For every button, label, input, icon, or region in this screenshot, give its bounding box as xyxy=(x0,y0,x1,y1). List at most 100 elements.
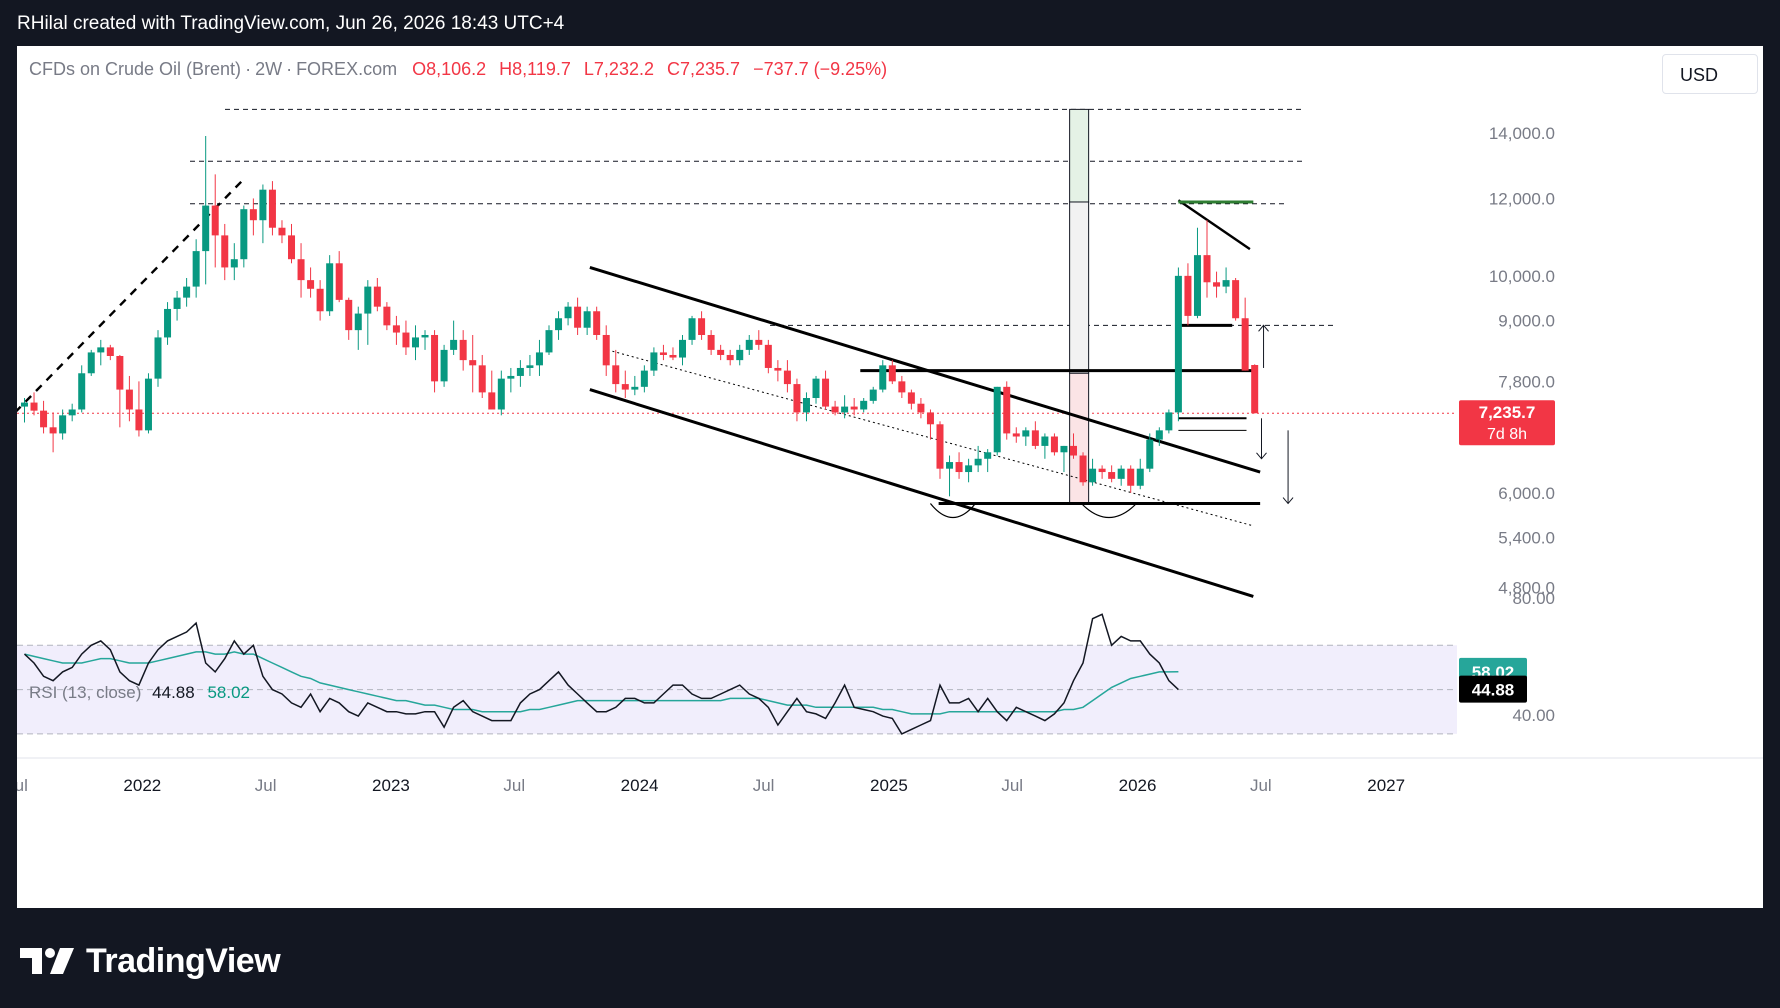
candle-body xyxy=(392,325,400,333)
candle-52 xyxy=(516,360,524,387)
time-axis-tick: Jul xyxy=(1250,776,1272,795)
candle-83 xyxy=(812,375,820,404)
candle-7 xyxy=(87,349,95,376)
candle-69 xyxy=(679,334,687,366)
candle-body xyxy=(841,406,849,413)
candle-body xyxy=(860,400,868,410)
candle-14 xyxy=(154,330,162,387)
candle-27 xyxy=(278,220,286,244)
candle-body xyxy=(802,398,810,413)
high-value: H8,119.7 xyxy=(499,59,571,79)
candle-101 xyxy=(984,449,992,473)
candle-95 xyxy=(926,409,934,440)
candle-body xyxy=(364,286,372,314)
symbol-name[interactable]: CFDs on Crude Oil (Brent) xyxy=(29,59,242,79)
candle-38 xyxy=(383,302,391,331)
candle-128 xyxy=(1241,297,1249,371)
candle-body xyxy=(221,235,229,268)
channel-lower-line xyxy=(589,388,1254,598)
candle-body xyxy=(297,259,305,281)
candle-body xyxy=(1184,275,1192,316)
price-chart[interactable]: 14,000.0 12,000.0 10,000.0 9,000.0 7,800.0 6,… xyxy=(17,46,1763,908)
candle-31 xyxy=(316,280,324,321)
chart-frame[interactable]: 14,000.0 12,000.0 10,000.0 9,000.0 7,800.0 6,… xyxy=(17,46,1763,908)
candle-body xyxy=(888,365,896,382)
candle-35 xyxy=(354,306,362,350)
rsi-tag xyxy=(1459,675,1527,703)
candle-body xyxy=(259,189,267,221)
candle-body xyxy=(49,427,57,434)
time-axis-tick: 2023 xyxy=(372,776,410,795)
candle-37 xyxy=(373,277,381,312)
candle-body xyxy=(211,205,219,236)
brand-wordmark: TradingView xyxy=(86,941,281,980)
candle-body xyxy=(898,381,906,393)
interval-label[interactable]: 2W xyxy=(255,59,283,79)
candle-body xyxy=(1222,280,1230,287)
candle-19 xyxy=(202,136,210,285)
down-arrow-2 xyxy=(1282,430,1294,505)
candle-106 xyxy=(1031,421,1039,450)
candle-body xyxy=(831,406,839,413)
candle-87 xyxy=(850,398,858,416)
candle-body xyxy=(621,384,629,390)
candle-body xyxy=(612,365,620,385)
price-axis-tick: 7,800.0 xyxy=(1498,372,1555,391)
candle-body xyxy=(278,227,286,236)
candle-16 xyxy=(173,290,181,321)
candle-body xyxy=(373,286,381,307)
candle-5 xyxy=(68,403,76,422)
candle-body xyxy=(20,402,28,407)
candle-75 xyxy=(736,344,744,366)
candle-body xyxy=(202,205,210,252)
candle-1 xyxy=(30,392,38,416)
candle-81 xyxy=(793,378,801,422)
candle-body xyxy=(736,349,744,361)
candle-body xyxy=(1089,468,1097,483)
candle-55 xyxy=(545,325,553,355)
currency-button[interactable]: USD xyxy=(1662,54,1758,94)
candle-body xyxy=(822,378,830,407)
candle-116 xyxy=(1127,465,1135,493)
candle-54 xyxy=(535,339,543,376)
candle-body xyxy=(1012,433,1020,437)
candle-body xyxy=(965,465,973,473)
time-axis-tick: 2026 xyxy=(1119,776,1157,795)
candle-body xyxy=(1155,430,1163,440)
candle-body xyxy=(1117,468,1125,479)
change-value: −737.7 (−9.25%) xyxy=(753,59,888,79)
attribution-bar: RHilal created with TradingView.com, Jun… xyxy=(0,0,1780,46)
up-arrow xyxy=(1258,324,1269,368)
candle-body xyxy=(936,424,944,469)
candle-body xyxy=(106,347,114,356)
candle-84 xyxy=(822,370,830,410)
candle-body xyxy=(402,332,410,348)
candle-body xyxy=(1022,430,1030,437)
symbol-legend: CFDs on Crude Oil (Brent) · 2W · FOREX.com O… xyxy=(29,59,888,79)
candle-body xyxy=(545,330,553,353)
candle-65 xyxy=(640,365,648,393)
candle-body xyxy=(1069,445,1077,456)
candle-body xyxy=(745,339,753,350)
candle-62 xyxy=(612,349,620,393)
candle-104 xyxy=(1012,427,1020,443)
projection-middle-box xyxy=(1069,201,1090,374)
candle-56 xyxy=(555,311,563,340)
rsi-label[interactable]: RSI (13, close) xyxy=(29,683,142,702)
candle-86 xyxy=(841,395,849,419)
candle-70 xyxy=(688,315,696,345)
candle-body xyxy=(316,288,324,312)
rsi-tag-value: 44.88 xyxy=(1472,681,1515,700)
candle-body xyxy=(1050,436,1058,453)
candle-body xyxy=(307,280,315,289)
candle-15 xyxy=(164,302,172,345)
candle-body xyxy=(1031,430,1039,446)
rsi-legend: RSI (13, close) 44.88 58.02 xyxy=(29,683,250,703)
candle-64 xyxy=(631,375,639,396)
projection-stop-box xyxy=(1069,372,1090,505)
last-price-tag-value: 7,235.7 xyxy=(1479,403,1536,422)
candle-body xyxy=(917,403,925,413)
time-axis-tick: Jul xyxy=(255,776,277,795)
last-price-tag xyxy=(1459,400,1555,446)
candle-109 xyxy=(1060,445,1068,473)
